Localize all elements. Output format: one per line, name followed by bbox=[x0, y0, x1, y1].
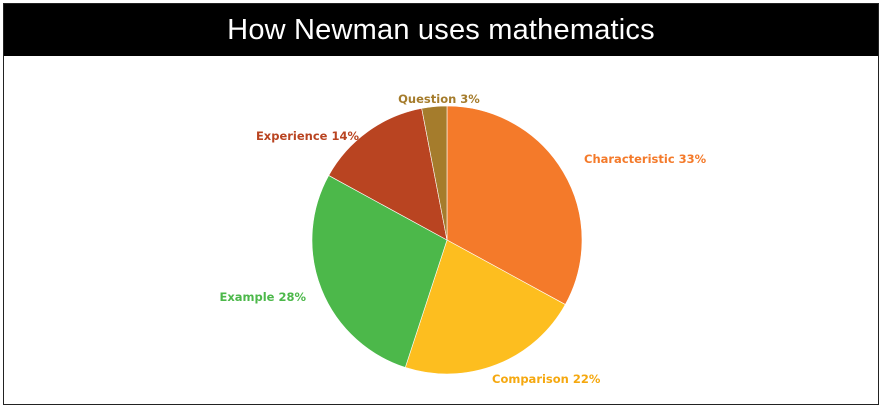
slice-label-example: Example 28% bbox=[219, 290, 306, 304]
slice-label-characteristic: Characteristic 33% bbox=[584, 152, 707, 166]
pie-slice-comparison bbox=[404, 239, 566, 375]
pie-slices bbox=[311, 105, 583, 375]
pie-slice-characteristic bbox=[446, 105, 583, 305]
chart-title: How Newman uses mathematics bbox=[227, 13, 655, 46]
slice-label-question: Question 3% bbox=[398, 92, 480, 106]
slice-label-comparison: Comparison 22% bbox=[492, 372, 601, 386]
pie-slice-question bbox=[421, 105, 448, 241]
pie-chart: Characteristic 33% Comparison 22% Example … bbox=[219, 92, 706, 386]
slice-label-experience: Experience 14% bbox=[256, 129, 360, 143]
title-bar: How Newman uses mathematics bbox=[4, 4, 878, 56]
pie-slice-experience bbox=[328, 108, 448, 241]
pie-labels: Characteristic 33% Comparison 22% Example … bbox=[219, 92, 706, 386]
chart-frame: How Newman uses mathematics Characterist… bbox=[3, 3, 879, 405]
pie-slice-example bbox=[311, 175, 448, 368]
